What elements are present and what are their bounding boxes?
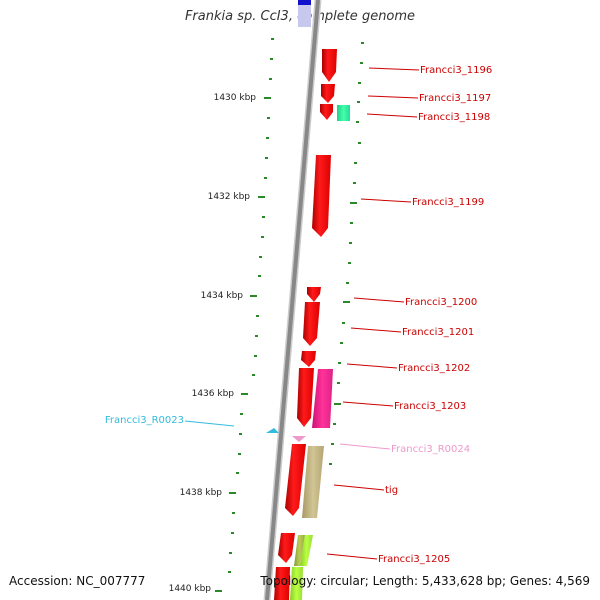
genome-summary-text: Topology: circular; Length: 5,433,628 bp… <box>260 574 590 588</box>
feature-label[interactable]: Francci3_1201 <box>402 327 474 338</box>
feature-label[interactable]: Francci3_1202 <box>398 363 470 374</box>
kbp-labels: 1430 kbp 1432 kbp 1434 kbp 1436 kbp 1438… <box>169 93 257 594</box>
kbp-label: 1430 kbp <box>214 93 257 103</box>
feature-label[interactable]: Francci3_1203 <box>394 401 466 412</box>
gene-arrow-bottom-red[interactable] <box>274 567 290 600</box>
kbp-label: 1440 kbp <box>169 584 212 594</box>
gene-arrow-francci3-1197[interactable] <box>321 84 335 103</box>
partial-feature-lavender <box>298 5 311 27</box>
feature-label[interactable]: Francci3_1198 <box>418 112 490 123</box>
kbp-label: 1436 kbp <box>192 389 235 399</box>
ruler-ticks-left <box>228 38 274 573</box>
gene-arrow-bottom-lime[interactable] <box>290 567 303 600</box>
kbp-label: 1438 kbp <box>180 488 223 498</box>
ruler-ticks-right <box>329 42 364 465</box>
gene-arrow-tig[interactable] <box>302 446 324 518</box>
rna-arrow-francci3-r0024[interactable] <box>292 436 306 442</box>
feature-label[interactable]: tig <box>385 485 398 496</box>
feature-label[interactable]: Francci3_R0023 <box>105 415 184 426</box>
feature-label[interactable]: Francci3_1200 <box>405 297 477 308</box>
feature-label[interactable]: Francci3_R0024 <box>391 444 470 455</box>
gene-arrow-francci3-1196[interactable] <box>322 49 337 82</box>
gene-arrow-tig-left[interactable] <box>285 444 306 516</box>
gene-arrow-francci3-1201[interactable] <box>303 302 320 346</box>
feature-label[interactable]: Francci3_1205 <box>378 554 450 565</box>
feature-label[interactable]: Francci3_1199 <box>412 197 484 208</box>
ruler-major-ticks <box>215 97 271 592</box>
accession-text: Accession: NC_007777 <box>9 574 146 588</box>
kbp-label: 1434 kbp <box>201 291 244 301</box>
genome-backbone <box>265 0 320 600</box>
rna-arrow-francci3-r0023[interactable] <box>266 428 279 433</box>
gene-arrow-francci3-1202[interactable] <box>301 351 316 367</box>
gene-arrow-francci3-1200[interactable] <box>307 287 321 302</box>
gene-arrow-francci3-1198[interactable] <box>320 104 333 120</box>
gene-arrow-francci3-1198b[interactable] <box>337 105 350 121</box>
gene-arrow-lime-2[interactable] <box>300 535 313 566</box>
gene-arrow-francci3-1199[interactable] <box>312 155 331 237</box>
gene-arrow-lime[interactable] <box>294 535 305 566</box>
feature-labels: Francci3_1196 Francci3_1197 Francci3_119… <box>105 65 492 565</box>
feature-label[interactable]: Francci3_1197 <box>419 93 491 104</box>
kbp-label: 1432 kbp <box>208 192 251 202</box>
feature-label[interactable]: Francci3_1196 <box>420 65 492 76</box>
gene-arrow-francci3-1203[interactable] <box>297 368 314 427</box>
gene-arrows <box>266 49 350 600</box>
gene-arrow-francci3-1205[interactable] <box>278 533 295 563</box>
leader-lines <box>184 67 420 560</box>
gene-arrow-pink[interactable] <box>312 369 333 428</box>
partial-feature-blue <box>298 0 311 5</box>
